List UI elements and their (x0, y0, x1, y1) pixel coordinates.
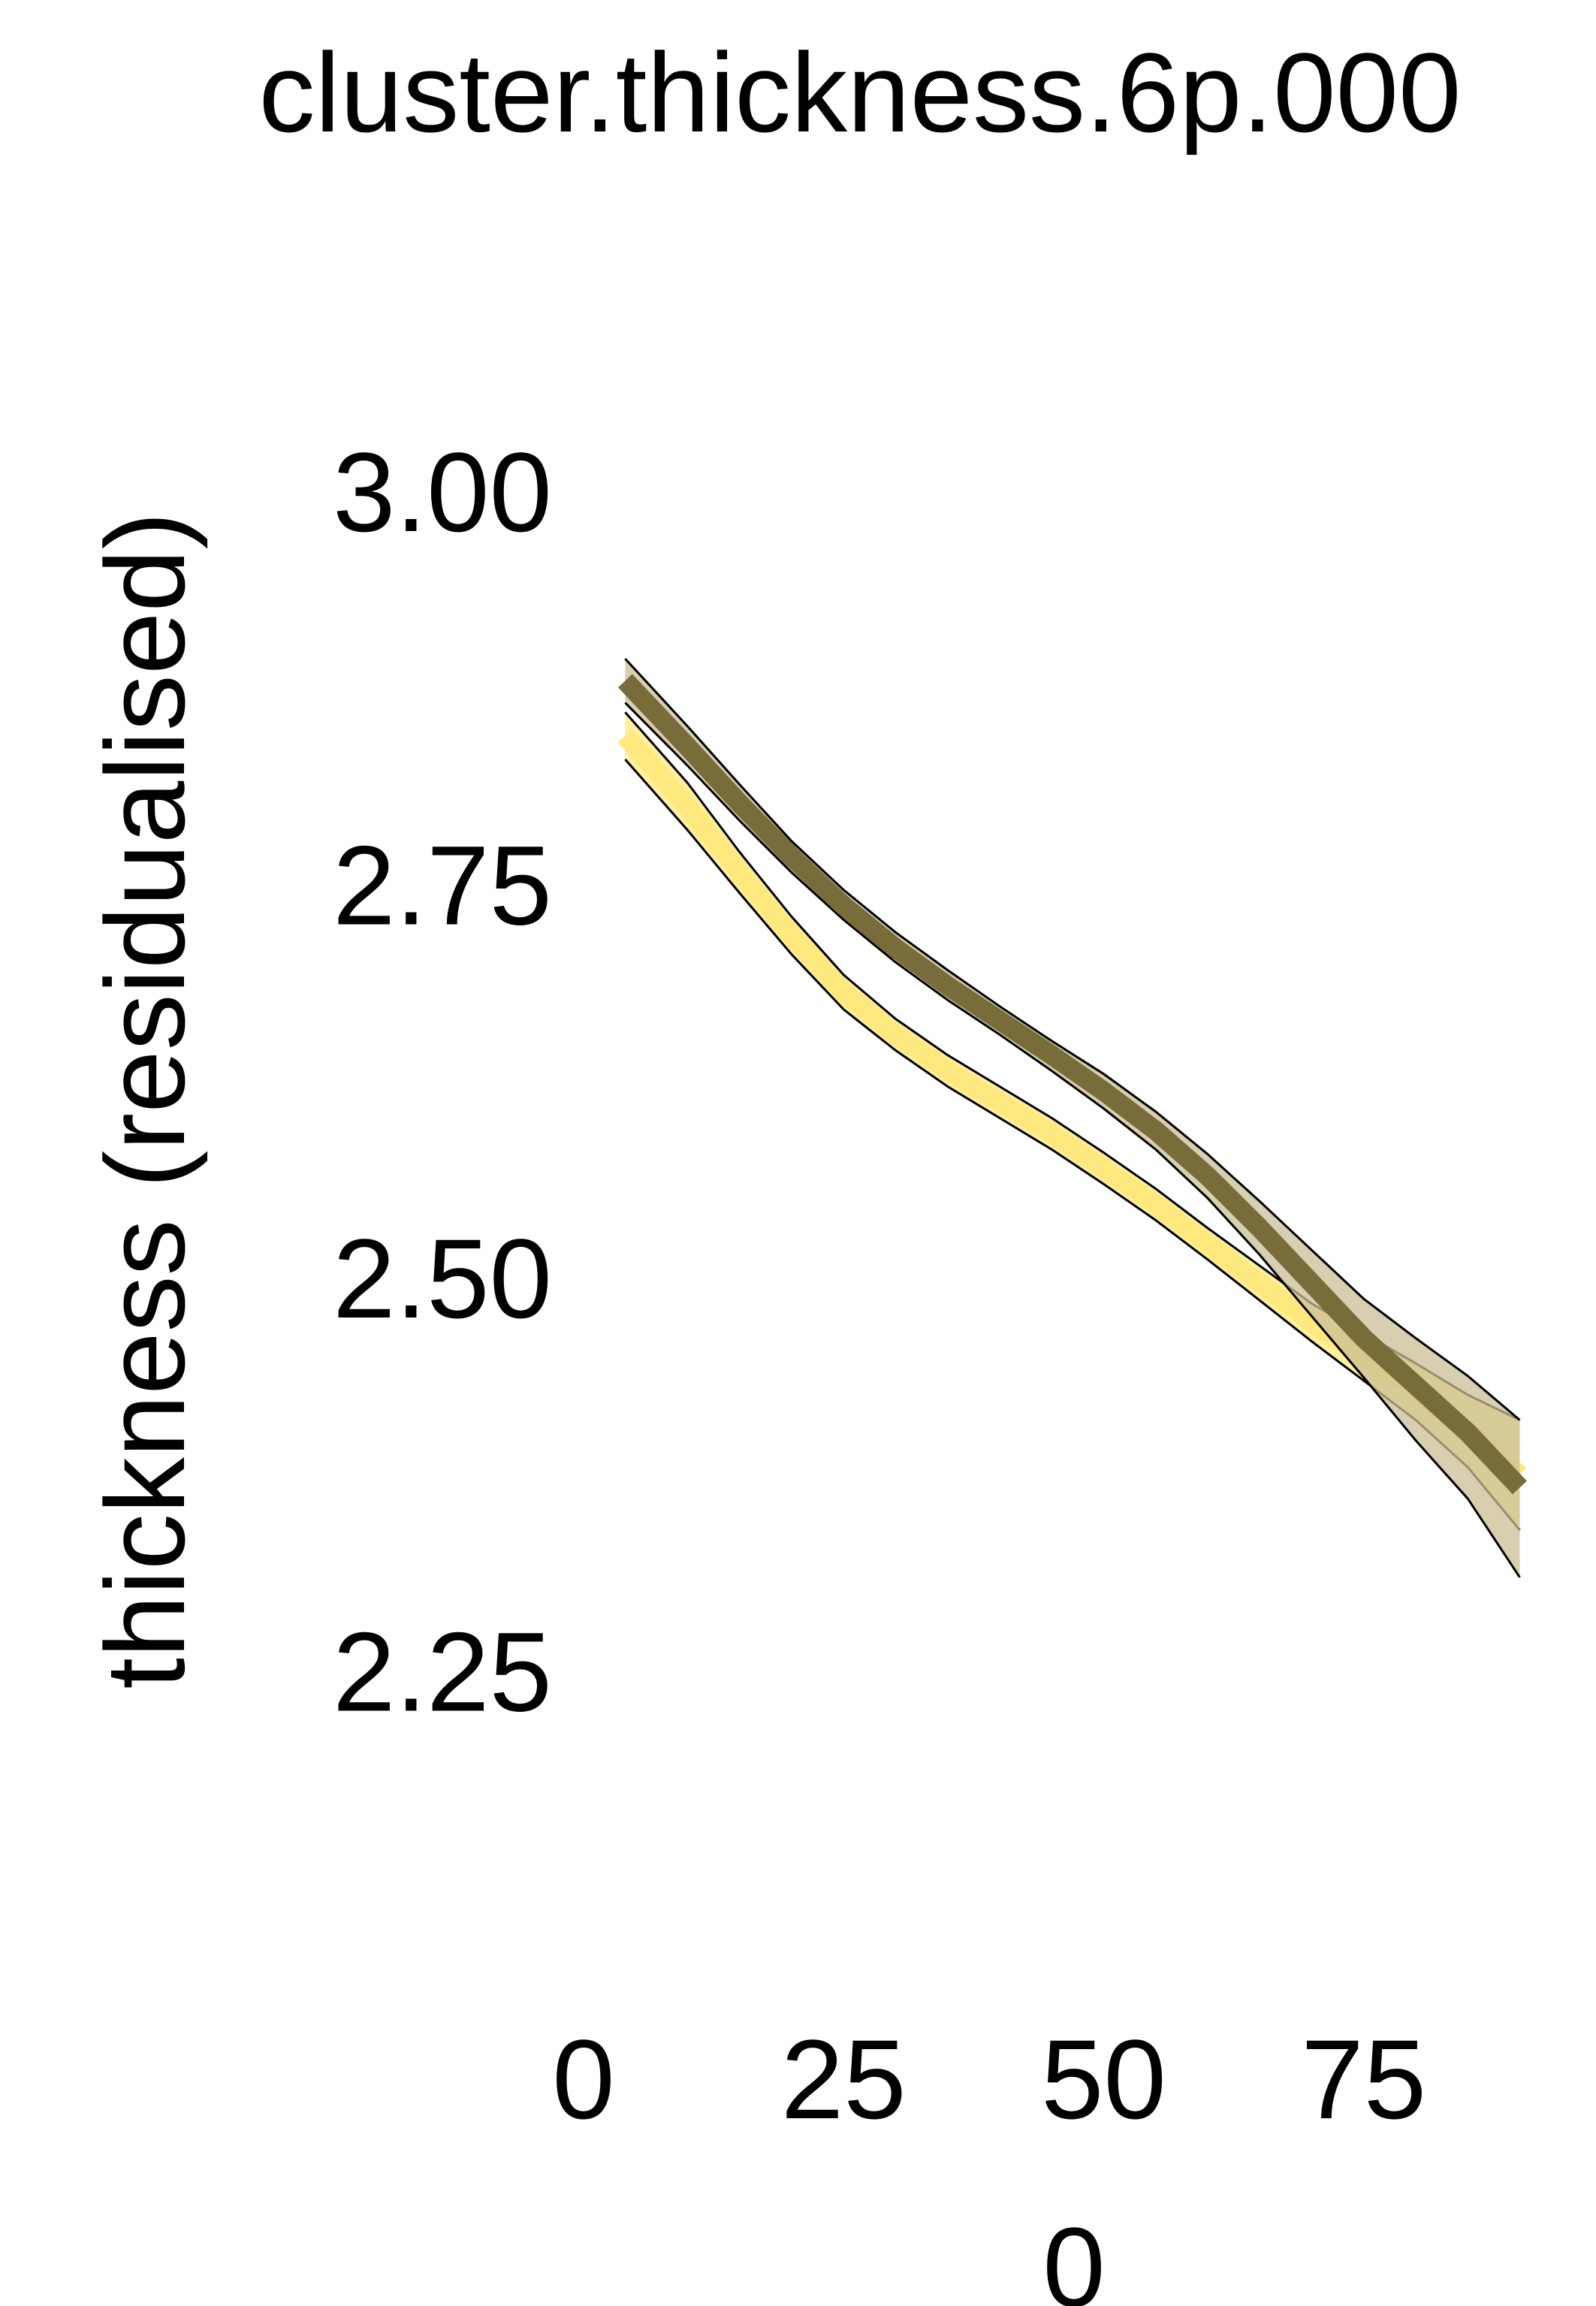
y-tick-label: 2.50 (333, 1215, 552, 1342)
series-line (617, 674, 1527, 1495)
x-tick-label: 0 (552, 2016, 614, 2142)
confidence-band (625, 712, 1520, 1531)
y-tick-labels: 3.00 2.75 2.50 2.25 (333, 429, 552, 1735)
x-tick-label: 75 (1301, 2016, 1426, 2142)
y-tick-label: 3.00 (333, 429, 552, 555)
confidence-band (625, 659, 1520, 1577)
x-axis-label: 0 (1042, 2204, 1105, 2306)
plot-area (617, 657, 1527, 1578)
band-edge-upper (624, 657, 1521, 1421)
band-edge-lower (624, 702, 1521, 1578)
x-tick-labels: 0 25 50 75 (552, 2016, 1426, 2142)
y-axis-label: thickness (residualised) (82, 512, 208, 1689)
chart-title: cluster.thickness.6p.000 (259, 29, 1462, 155)
x-tick-label: 25 (781, 2016, 907, 2142)
y-tick-label: 2.25 (333, 1609, 552, 1735)
x-tick-label: 50 (1041, 2016, 1166, 2142)
y-tick-label: 2.75 (333, 822, 552, 949)
